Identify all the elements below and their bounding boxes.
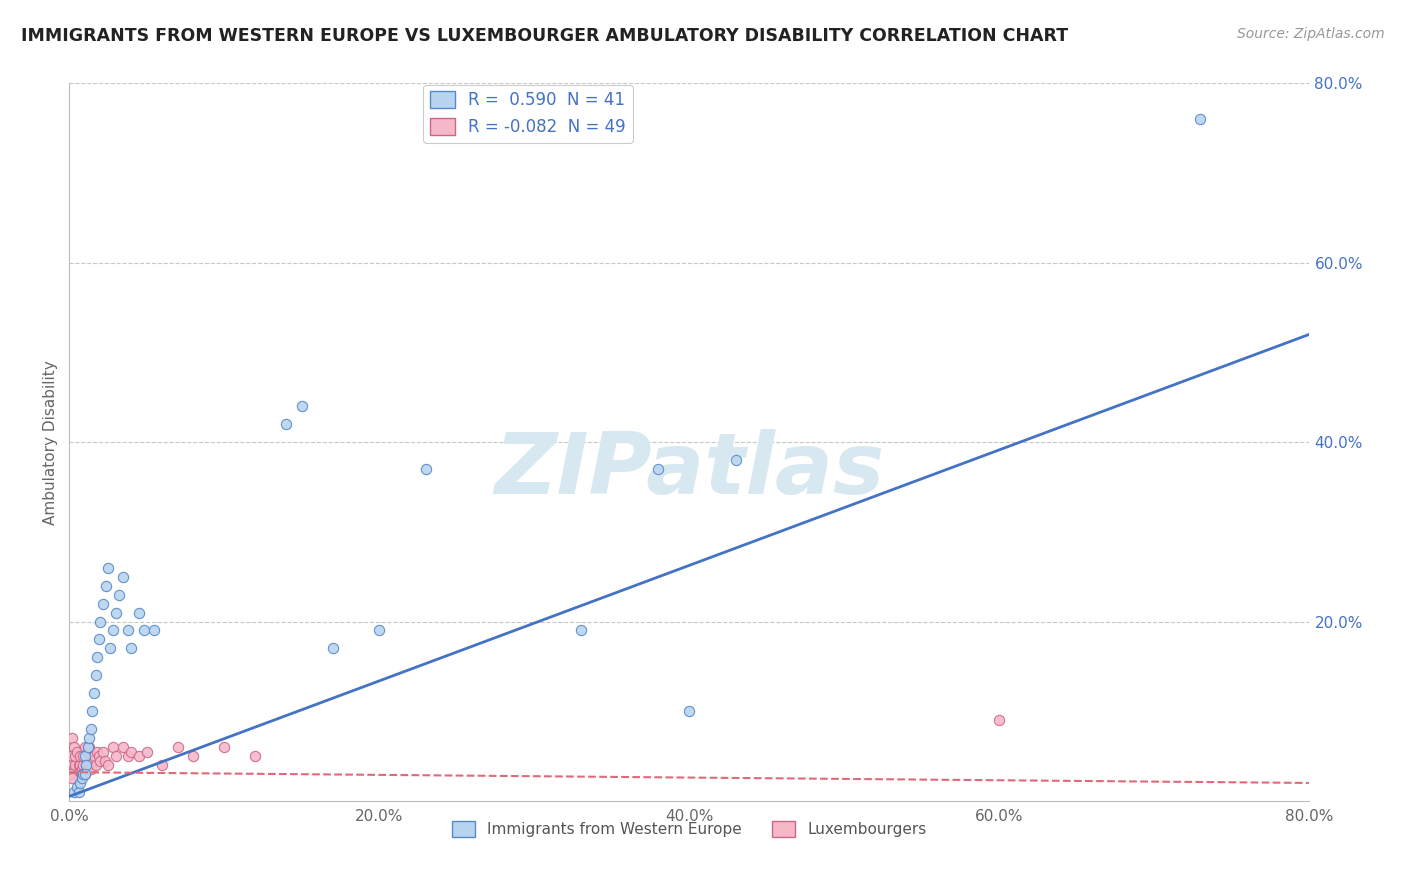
Point (112, 740, 135, 755)
Point (569, 624, 592, 638)
Point (120, 745, 142, 759)
Point (128, 606, 150, 620)
Legend: Immigrants from Western Europe, Luxembourgers: Immigrants from Western Europe, Luxembou… (446, 815, 932, 844)
Point (66, 745, 89, 759)
Point (69, 749, 91, 764)
Point (181, 749, 204, 764)
Point (117, 749, 139, 764)
Point (415, 462, 437, 476)
Point (83, 749, 105, 764)
Point (291, 399, 314, 413)
Point (65, 749, 87, 764)
Point (112, 570, 135, 584)
Point (108, 588, 131, 602)
Point (72, 758, 94, 772)
Point (243, 749, 266, 764)
Point (67, 785, 90, 799)
Point (101, 740, 124, 755)
Point (94, 754, 117, 768)
Point (60, 731, 83, 745)
Point (75, 758, 97, 772)
Point (91, 597, 114, 611)
Point (59, 749, 82, 764)
Point (97, 560, 120, 574)
Point (65, 758, 87, 772)
Point (80, 763, 103, 777)
Point (83, 686, 105, 700)
Point (987, 713, 1010, 727)
Point (143, 624, 166, 638)
Point (70, 767, 93, 781)
Point (80, 722, 103, 736)
Point (69, 758, 91, 772)
Point (724, 453, 747, 467)
Point (96, 579, 118, 593)
Point (86, 745, 108, 759)
Point (73, 767, 96, 781)
Y-axis label: Ambulatory Disability: Ambulatory Disability (44, 359, 58, 524)
Point (76, 763, 98, 777)
Text: Source: ZipAtlas.com: Source: ZipAtlas.com (1237, 27, 1385, 41)
Point (67, 772, 90, 786)
Point (75, 758, 97, 772)
Point (79, 758, 101, 772)
Point (91, 745, 114, 759)
Point (368, 624, 391, 638)
Point (63, 740, 86, 755)
Point (82, 754, 104, 768)
Point (84, 668, 107, 682)
Point (101, 624, 124, 638)
Point (63, 763, 86, 777)
Point (128, 749, 150, 764)
Point (60, 758, 83, 772)
Point (79, 731, 101, 745)
Point (132, 624, 155, 638)
Point (89, 615, 111, 629)
Point (678, 704, 700, 718)
Point (70, 763, 93, 777)
Text: IMMIGRANTS FROM WESTERN EUROPE VS LUXEMBOURGER AMBULATORY DISABILITY CORRELATION: IMMIGRANTS FROM WESTERN EUROPE VS LUXEMB… (21, 27, 1069, 45)
Point (63, 785, 86, 799)
Point (104, 606, 127, 620)
Point (67, 758, 90, 772)
Point (84, 758, 107, 772)
Point (76, 745, 98, 759)
Point (82, 704, 104, 718)
Point (70, 772, 93, 786)
Point (647, 462, 669, 476)
Point (104, 749, 127, 764)
Point (66, 767, 89, 781)
Point (120, 641, 142, 656)
Point (59, 767, 82, 781)
Point (79, 740, 101, 755)
Point (150, 758, 173, 772)
Point (166, 740, 188, 755)
Point (73, 740, 96, 755)
Point (97, 758, 120, 772)
Point (117, 624, 139, 638)
Text: ZIPatlas: ZIPatlas (494, 429, 884, 512)
Point (98, 641, 121, 656)
Point (60, 772, 83, 786)
Point (276, 417, 298, 432)
Point (135, 745, 157, 759)
Point (322, 641, 344, 656)
Point (69, 776, 91, 790)
Point (1189, 112, 1212, 127)
Point (72, 749, 94, 764)
Point (87, 632, 110, 647)
Point (86, 650, 108, 665)
Point (76, 740, 98, 755)
Point (66, 780, 89, 795)
Point (73, 749, 96, 764)
Point (73, 767, 96, 781)
Point (89, 754, 111, 768)
Point (212, 740, 235, 755)
Point (87, 749, 110, 764)
Point (72, 767, 94, 781)
